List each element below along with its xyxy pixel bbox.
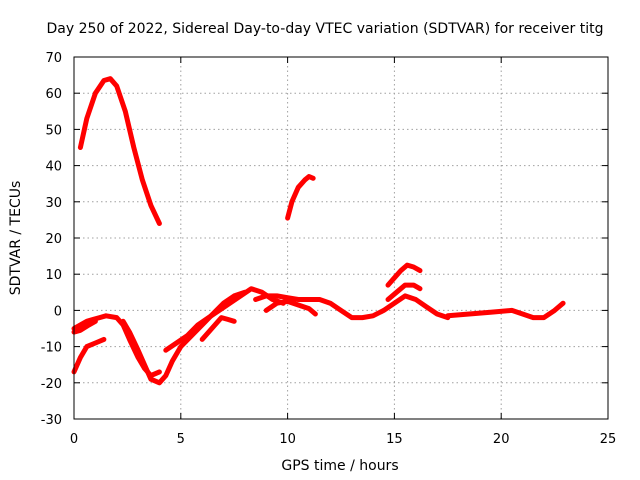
y-tick-label: 30 bbox=[45, 196, 62, 211]
series-arc-5 bbox=[71, 318, 98, 335]
y-axis-label: SDTVAR / TECUs bbox=[8, 181, 24, 296]
series-arc-11 bbox=[445, 300, 566, 321]
series-arc-2 bbox=[285, 174, 316, 221]
y-tick-label: 40 bbox=[45, 160, 62, 175]
y-tick-label: -10 bbox=[41, 341, 62, 356]
x-tick-label: 15 bbox=[386, 432, 403, 447]
series-arc-6 bbox=[120, 289, 248, 386]
x-tick-label: 25 bbox=[600, 432, 617, 447]
series-arc-7 bbox=[163, 286, 286, 353]
y-tick-label: 0 bbox=[54, 304, 62, 319]
y-tick-label: -20 bbox=[41, 377, 62, 392]
series-arc-12 bbox=[385, 262, 423, 288]
y-tick-label: 20 bbox=[45, 232, 62, 247]
series-arc-4 bbox=[71, 336, 107, 375]
chart-title: Day 250 of 2022, Sidereal Day-to-day VTE… bbox=[47, 21, 604, 37]
ticks-layer: 0 5 10 15 20 25 -30 -20 -10 0 10 20 30 40 50 60 70 bbox=[41, 51, 617, 447]
series-arc-13 bbox=[385, 282, 423, 302]
x-tick-label: 20 bbox=[493, 432, 510, 447]
traces-layer bbox=[71, 76, 566, 386]
series-arc-1 bbox=[77, 76, 162, 226]
y-tick-label: 70 bbox=[45, 51, 62, 66]
y-tick-label: 10 bbox=[45, 268, 62, 283]
y-tick-label: -30 bbox=[41, 413, 62, 428]
x-tick-label: 0 bbox=[70, 432, 78, 447]
x-tick-label: 10 bbox=[279, 432, 296, 447]
x-tick-label: 5 bbox=[177, 432, 185, 447]
x-axis-label: GPS time / hours bbox=[281, 458, 398, 474]
grid-layer bbox=[74, 57, 608, 419]
series-arc-10 bbox=[263, 298, 318, 317]
series-arc-9 bbox=[253, 293, 451, 321]
y-tick-label: 50 bbox=[45, 123, 62, 138]
y-tick-label: 60 bbox=[45, 87, 62, 102]
series-arc-8 bbox=[199, 315, 237, 342]
